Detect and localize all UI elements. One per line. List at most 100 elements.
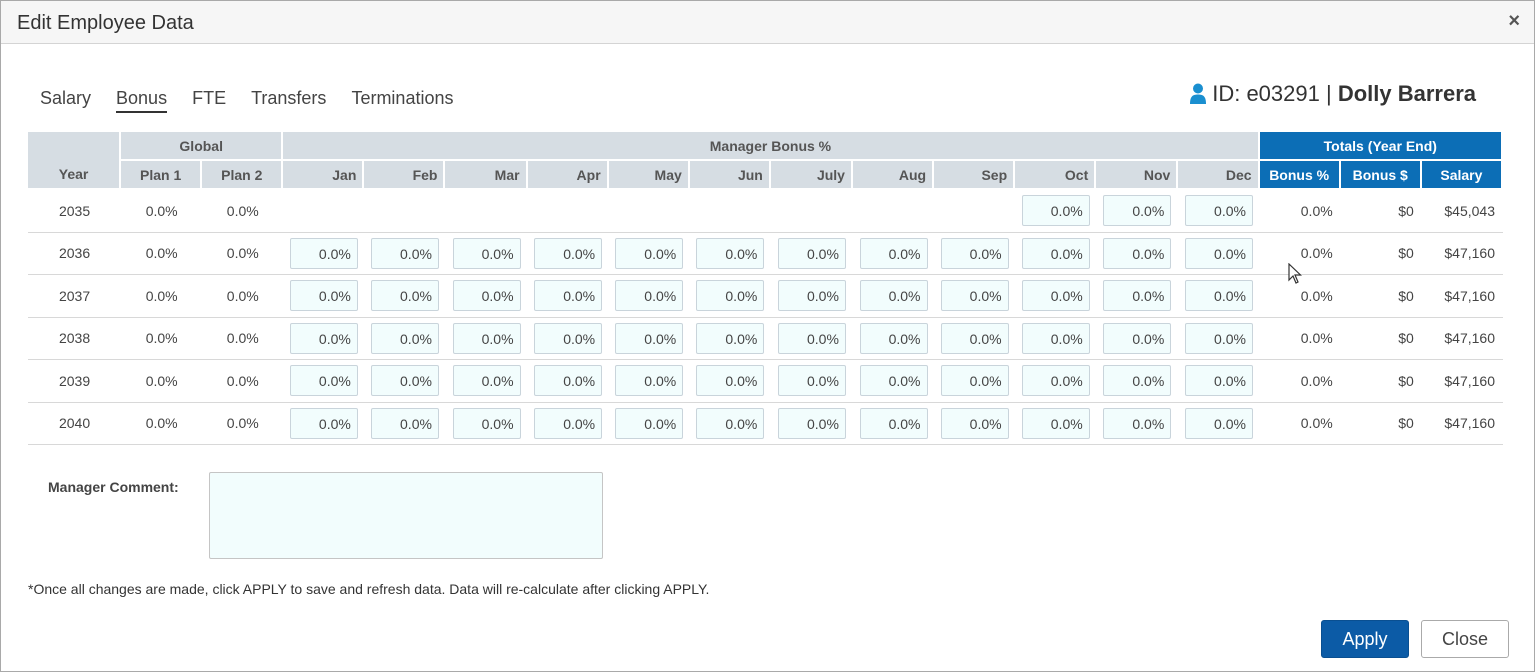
- manager-comment-input[interactable]: [209, 472, 603, 559]
- month-bonus-input[interactable]: 0.0%: [1021, 365, 1090, 397]
- month-bonus-input[interactable]: 0.0%: [534, 365, 603, 397]
- month-bonus-input[interactable]: 0.0%: [1103, 322, 1172, 354]
- year-cell: 2040: [28, 403, 122, 445]
- month-bonus-input[interactable]: 0.0%: [452, 280, 521, 312]
- month-bonus-input[interactable]: 0.0%: [615, 407, 684, 439]
- month-bonus-input[interactable]: 0.0%: [615, 280, 684, 312]
- month-bonus-input[interactable]: 0.0%: [534, 407, 603, 439]
- month-bonus-input[interactable]: 0.0%: [940, 237, 1009, 269]
- month-bonus-input[interactable]: 0.0%: [940, 280, 1009, 312]
- plan2-cell: 0.0%: [202, 190, 284, 233]
- month-bonus-input[interactable]: 0.0%: [1021, 237, 1090, 269]
- month-bonus-input[interactable]: 0.0%: [370, 407, 439, 439]
- month-bonus-input[interactable]: 0.0%: [1184, 322, 1253, 354]
- month-bonus-input[interactable]: 0.0%: [777, 407, 846, 439]
- month-bonus-input[interactable]: 0.0%: [696, 280, 765, 312]
- month-bonus-input[interactable]: 0.0%: [696, 365, 765, 397]
- month-bonus-input[interactable]: 0.0%: [452, 407, 521, 439]
- month-bonus-input[interactable]: 0.0%: [289, 280, 358, 312]
- col-header-salary: Salary: [1421, 161, 1503, 190]
- month-bonus-input[interactable]: 0.0%: [940, 322, 1009, 354]
- bonus-pct-cell: 0.0%: [1259, 190, 1341, 233]
- month-bonus-input[interactable]: 0.0%: [370, 280, 439, 312]
- month-bonus-input[interactable]: 0.0%: [696, 322, 765, 354]
- bonus-usd-cell: $0: [1340, 403, 1422, 445]
- month-bonus-input[interactable]: 0.0%: [289, 322, 358, 354]
- month-bonus-input[interactable]: 0.0%: [534, 322, 603, 354]
- month-bonus-input[interactable]: 0.0%: [696, 237, 765, 269]
- month-bonus-input[interactable]: 0.0%: [1184, 237, 1253, 269]
- mouse-cursor-icon: [1288, 263, 1302, 284]
- month-bonus-input[interactable]: 0.0%: [452, 322, 521, 354]
- tab-terminations[interactable]: Terminations: [351, 88, 454, 108]
- month-bonus-input[interactable]: 0.0%: [777, 280, 846, 312]
- month-bonus-input[interactable]: 0.0%: [1103, 365, 1172, 397]
- col-header-month: Sep: [934, 161, 1016, 190]
- month-bonus-input[interactable]: 0.0%: [859, 407, 928, 439]
- plan1-cell: 0.0%: [121, 190, 203, 233]
- month-bonus-input[interactable]: 0.0%: [289, 407, 358, 439]
- month-bonus-input[interactable]: 0.0%: [1021, 280, 1090, 312]
- month-bonus-input[interactable]: 0.0%: [940, 407, 1009, 439]
- apply-button[interactable]: Apply: [1321, 620, 1409, 658]
- year-cell: 2037: [28, 275, 122, 318]
- year-cell: 2039: [28, 360, 122, 403]
- tab-bar: Salary Bonus FTE Transfers Terminations: [40, 88, 478, 113]
- col-header-month: Oct: [1015, 161, 1097, 190]
- month-bonus-input[interactable]: 0.0%: [615, 365, 684, 397]
- col-header-bonus-usd: Bonus $: [1340, 161, 1422, 190]
- month-bonus-input[interactable]: 0.0%: [615, 237, 684, 269]
- plan1-cell: 0.0%: [121, 275, 203, 318]
- month-bonus-input[interactable]: 0.0%: [777, 322, 846, 354]
- month-bonus-input[interactable]: 0.0%: [1184, 280, 1253, 312]
- month-bonus-input[interactable]: 0.0%: [370, 365, 439, 397]
- month-bonus-input[interactable]: 0.0%: [777, 237, 846, 269]
- table-row: 2037 0.0% 0.0% 0.0% 0.0% 0.0% 0.0% 0.0% 0.0% 0.0%…: [28, 275, 1503, 318]
- salary-cell: $47,160: [1421, 403, 1503, 445]
- tab-salary[interactable]: Salary: [40, 88, 92, 108]
- month-bonus-input[interactable]: 0.0%: [859, 365, 928, 397]
- tab-fte[interactable]: FTE: [192, 88, 227, 108]
- month-bonus-input[interactable]: 0.0%: [1021, 407, 1090, 439]
- month-bonus-input[interactable]: 0.0%: [1103, 195, 1172, 227]
- tab-bonus[interactable]: Bonus: [116, 88, 168, 113]
- table-row: 2036 0.0% 0.0% 0.0% 0.0% 0.0% 0.0% 0.0% 0.0% 0.0%…: [28, 233, 1503, 275]
- month-bonus-input[interactable]: 0.0%: [452, 237, 521, 269]
- month-bonus-input[interactable]: 0.0%: [1184, 407, 1253, 439]
- month-bonus-input[interactable]: 0.0%: [452, 365, 521, 397]
- month-bonus-input[interactable]: 0.0%: [1103, 407, 1172, 439]
- month-bonus-input[interactable]: 0.0%: [289, 237, 358, 269]
- month-bonus-input[interactable]: 0.0%: [1021, 195, 1090, 227]
- plan1-cell: 0.0%: [121, 318, 203, 360]
- bonus-usd-cell: $0: [1340, 318, 1422, 360]
- month-bonus-input[interactable]: 0.0%: [289, 365, 358, 397]
- month-bonus-input[interactable]: 0.0%: [1184, 365, 1253, 397]
- bonus-usd-cell: $0: [1340, 190, 1422, 233]
- plan1-cell: 0.0%: [121, 360, 203, 403]
- month-bonus-input[interactable]: 0.0%: [859, 280, 928, 312]
- table-row: 2039 0.0% 0.0% 0.0% 0.0% 0.0% 0.0% 0.0% 0.0% 0.0%…: [28, 360, 1503, 403]
- table-row: 2038 0.0% 0.0% 0.0% 0.0% 0.0% 0.0% 0.0% 0.0% 0.0%…: [28, 318, 1503, 360]
- month-bonus-input[interactable]: 0.0%: [534, 237, 603, 269]
- employee-header: ID: e03291 | Dolly Barrera: [1190, 81, 1476, 107]
- month-bonus-input[interactable]: 0.0%: [940, 365, 1009, 397]
- month-bonus-input[interactable]: 0.0%: [859, 237, 928, 269]
- month-bonus-input[interactable]: 0.0%: [615, 322, 684, 354]
- month-bonus-input[interactable]: 0.0%: [370, 322, 439, 354]
- plan2-cell: 0.0%: [202, 233, 284, 275]
- month-bonus-input[interactable]: 0.0%: [859, 322, 928, 354]
- close-icon[interactable]: ×: [1508, 10, 1520, 32]
- month-bonus-input[interactable]: 0.0%: [1184, 195, 1253, 227]
- month-bonus-input[interactable]: 0.0%: [777, 365, 846, 397]
- month-bonus-input[interactable]: 0.0%: [1103, 237, 1172, 269]
- tab-transfers[interactable]: Transfers: [251, 88, 327, 108]
- close-button[interactable]: Close: [1421, 620, 1509, 658]
- month-bonus-input[interactable]: 0.0%: [696, 407, 765, 439]
- col-header-plan1: Plan 1: [121, 161, 203, 190]
- group-header-manager-bonus: Manager Bonus %: [283, 132, 1260, 161]
- month-bonus-input[interactable]: 0.0%: [534, 280, 603, 312]
- month-bonus-input[interactable]: 0.0%: [370, 237, 439, 269]
- month-bonus-input[interactable]: 0.0%: [1103, 280, 1172, 312]
- month-bonus-input[interactable]: 0.0%: [1021, 322, 1090, 354]
